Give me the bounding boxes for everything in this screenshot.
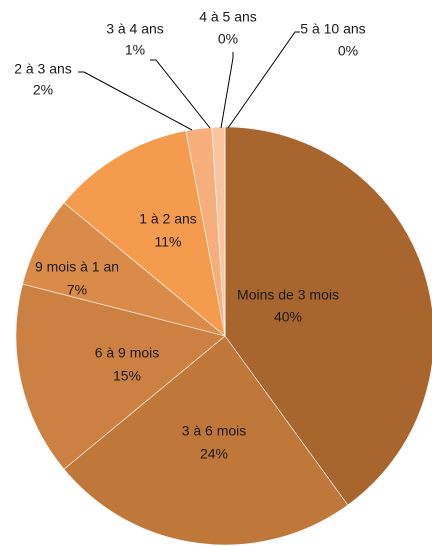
- slice-value-label: 0%: [218, 31, 238, 47]
- slice-value-label: 40%: [274, 309, 302, 325]
- pie-slice: [63, 335, 349, 546]
- pie-slice: [63, 130, 226, 337]
- leader-line: [78, 71, 193, 131]
- slice-label: Moins de 3 mois: [237, 287, 339, 303]
- pie-slice: [15, 283, 226, 470]
- slice-value-label: 24%: [200, 446, 228, 462]
- slice-value-label: 7%: [67, 282, 87, 298]
- slice-label: 3 à 4 ans: [106, 21, 164, 37]
- slice-value-label: 15%: [113, 368, 141, 384]
- leader-line: [227, 31, 300, 129]
- slice-label: 5 à 10 ans: [300, 21, 365, 37]
- slice-label: 9 mois à 1 an: [35, 259, 119, 275]
- slice-value-label: 11%: [155, 234, 182, 250]
- slice-value-label: 2%: [33, 82, 53, 98]
- slice-label: 2 à 3 ans: [14, 61, 72, 77]
- slice-value-label: 1%: [125, 42, 145, 58]
- slice-label: 3 à 6 mois: [182, 423, 247, 439]
- leader-line: [150, 59, 211, 129]
- slice-label: 4 à 5 ans: [199, 9, 257, 25]
- slice-label: 6 à 9 mois: [95, 345, 160, 361]
- leader-line: [220, 52, 234, 129]
- slice-label: 1 à 2 ans: [139, 211, 197, 227]
- pie-slice: [224, 126, 432, 506]
- slice-value-label: 0%: [338, 43, 358, 59]
